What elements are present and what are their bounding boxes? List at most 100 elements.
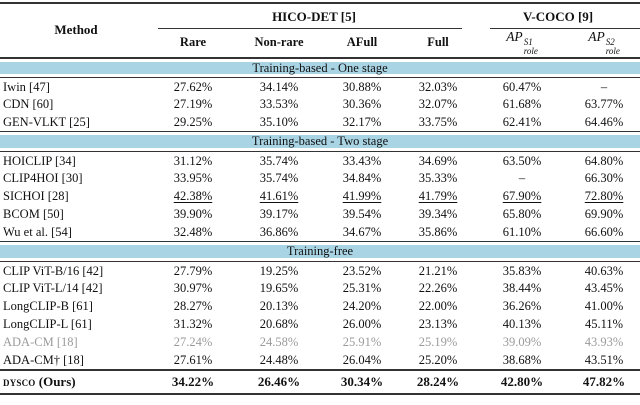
table-row: CLIP ViT-L/14 [42] 30.97% 19.65% 25.31% 22.2…	[0, 280, 640, 298]
section-header-row: Training-free	[0, 241, 640, 263]
section-header-row: Training-based - Two stage	[0, 131, 640, 153]
value-cell: 35.74%	[259, 153, 299, 168]
value-cell: 64.80%	[584, 153, 624, 168]
value-cell: 33.95%	[173, 171, 213, 186]
value-cell: 24.58%	[259, 335, 299, 350]
value-cell: 33.43%	[342, 153, 382, 168]
table-row: GEN-VLKT [25] 29.25% 35.10% 32.17% 33.75% 62.…	[0, 114, 640, 132]
value-cell: 42.80%	[500, 373, 544, 389]
value-cell: 25.31%	[342, 281, 382, 296]
value-cell: 32.03%	[418, 79, 458, 94]
col-header-full: Full	[427, 35, 449, 50]
section-header-label: Training-based - Two stage	[0, 131, 640, 153]
value-cell: 27.61%	[173, 352, 213, 367]
value-cell: 35.74%	[259, 171, 299, 186]
value-cell: 28.24%	[416, 373, 460, 389]
group-header-hico-det: HICO-DET [5]	[152, 3, 476, 29]
value-cell: 41.79%	[418, 189, 458, 204]
value-cell: 32.17%	[342, 115, 382, 130]
value-cell: 42.38%	[173, 189, 213, 204]
value-cell: 66.60%	[584, 225, 624, 240]
section-header-row: Training-based - One stage	[0, 57, 640, 79]
value-cell: 30.34%	[340, 373, 384, 389]
col-header-non-rare: Non-rare	[254, 35, 304, 50]
value-cell: 60.47%	[502, 79, 542, 94]
value-cell: 27.79%	[173, 263, 213, 278]
value-cell: 34.14%	[259, 79, 299, 94]
results-table: Method HICO-DET [5] V-COCO [9] Rare Non-…	[0, 2, 640, 395]
table-row: ADA-CM† [18] 27.61% 24.48% 26.04% 25.20% 38.6…	[0, 352, 640, 370]
value-cell: 41.99%	[342, 189, 382, 204]
ap-base: AP	[588, 29, 605, 44]
method-cell: Wu et al. [54]	[3, 225, 72, 240]
ap-sup: S2	[605, 37, 615, 47]
value-cell: 39.17%	[259, 207, 299, 222]
value-cell: 35.83%	[502, 263, 542, 278]
table-row: CLIP ViT-B/16 [42] 27.79% 19.25% 23.52% 21.2…	[0, 262, 640, 280]
value-cell: –	[518, 171, 526, 186]
value-cell: 19.25%	[259, 263, 299, 278]
value-cell: 65.80%	[502, 207, 542, 222]
value-cell: 61.68%	[502, 97, 542, 112]
ap-sub: role	[605, 46, 620, 57]
value-cell: 23.13%	[418, 317, 458, 332]
table-row: Iwin [47] 27.62% 34.14% 30.88% 32.03% 60.47% –	[0, 78, 640, 96]
ap-supsub: S1 role	[524, 37, 538, 57]
value-cell: 28.27%	[173, 299, 213, 314]
table-row: LongCLIP-B [61] 28.27% 20.13% 24.20% 22.00% 3…	[0, 298, 640, 316]
value-cell: 27.24%	[173, 335, 213, 350]
value-cell: 25.19%	[418, 335, 458, 350]
col-header-rare: Rare	[179, 35, 207, 50]
value-cell: 32.07%	[418, 97, 458, 112]
value-cell: 35.10%	[259, 115, 299, 130]
value-cell: 66.30%	[584, 171, 624, 186]
value-cell: 31.32%	[173, 317, 213, 332]
col-header-method: Method	[54, 22, 98, 38]
value-cell: 63.50%	[502, 153, 542, 168]
value-cell: 33.53%	[259, 97, 299, 112]
value-cell: 63.77%	[584, 97, 624, 112]
value-cell: 21.21%	[418, 263, 458, 278]
ap-supsub: S2 role	[605, 37, 620, 57]
value-cell: 27.62%	[173, 79, 213, 94]
method-cell: dysco (Ours)	[0, 370, 152, 394]
value-cell: 61.10%	[502, 225, 542, 240]
value-cell: 29.25%	[173, 115, 213, 130]
value-cell: 39.54%	[342, 207, 382, 222]
value-cell: 34.67%	[342, 225, 382, 240]
ap-base: AP	[506, 29, 523, 44]
table-body: Training-based - One stage Iwin [47] 27.62…	[0, 57, 640, 394]
value-cell: 67.90%	[502, 189, 542, 204]
method-cell: CDN [60]	[3, 97, 54, 112]
table-row: ADA-CM [18] 27.24% 24.58% 25.91% 25.19% 39.09…	[0, 334, 640, 352]
value-cell: 26.04%	[342, 352, 382, 367]
value-cell: 40.63%	[584, 263, 624, 278]
value-cell: 38.68%	[502, 352, 542, 367]
value-cell: 20.13%	[259, 299, 299, 314]
ours-row: dysco (Ours) 34.22% 26.46% 30.34% 28.24% 42.8…	[0, 369, 640, 394]
value-cell: 40.13%	[502, 317, 542, 332]
table-row: Wu et al. [54] 32.48% 36.86% 34.67% 35.86% 61…	[0, 224, 640, 242]
col-header-afull: AFull	[346, 35, 378, 50]
value-cell: 22.00%	[418, 299, 458, 314]
value-cell: 27.19%	[173, 97, 213, 112]
value-cell: 22.26%	[418, 281, 458, 296]
value-cell: –	[600, 79, 608, 94]
table-header: Method HICO-DET [5] V-COCO [9] Rare Non-…	[0, 3, 640, 58]
value-cell: 36.86%	[259, 225, 299, 240]
ours-method-name: dysco	[3, 373, 36, 389]
value-cell: 38.44%	[502, 281, 542, 296]
value-cell: 72.80%	[584, 189, 624, 204]
value-cell: 35.86%	[418, 225, 458, 240]
value-cell: 43.93%	[584, 335, 624, 350]
value-cell: 69.90%	[584, 207, 624, 222]
table-row: CLIP4HOI [30] 33.95% 35.74% 34.84% 35.33% – 66…	[0, 170, 640, 188]
col-header-ap-role-s1: AP S1 role	[476, 29, 568, 58]
method-cell: LongCLIP-L [61]	[3, 317, 92, 332]
table-row: SICHOI [28] 42.38% 41.61% 41.99% 41.79% 67.90…	[0, 188, 640, 206]
method-cell: SICHOI [28]	[3, 189, 69, 204]
sub-header-row: Rare Non-rare AFull Full AP S1 role AP S2 ro…	[0, 29, 640, 58]
value-cell: 45.11%	[585, 317, 624, 332]
table-row: HOICLIP [34] 31.12% 35.74% 33.43% 34.69% 63.5…	[0, 152, 640, 170]
